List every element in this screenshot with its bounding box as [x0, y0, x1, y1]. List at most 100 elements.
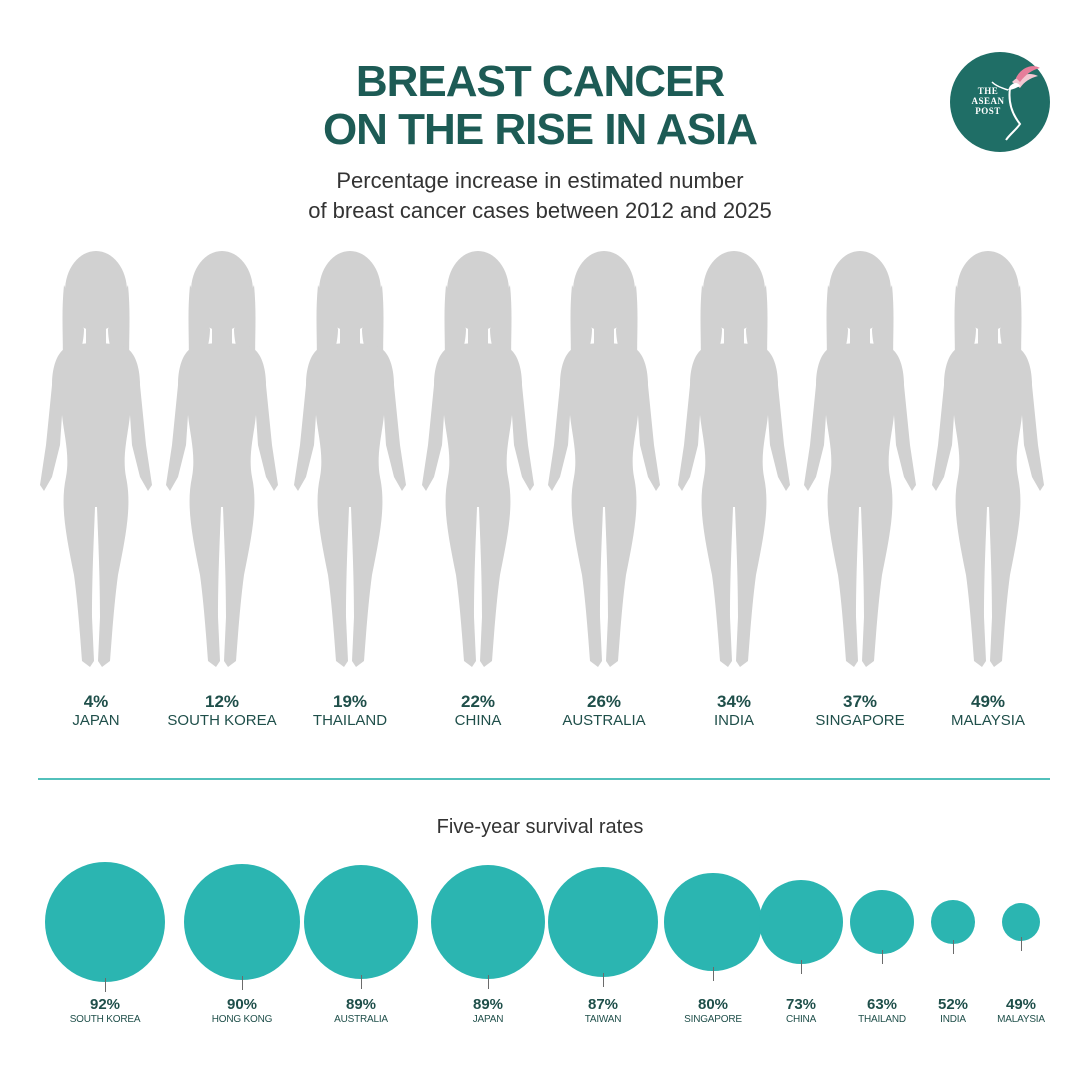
survival-title: Five-year survival rates: [436, 816, 644, 838]
figure-country-label: THAILAND: [312, 712, 388, 729]
survival-circle-hong-kong: [183, 863, 301, 981]
figure-country-label: CHINA: [454, 712, 502, 729]
survival-country-label: SINGAPORE: [684, 1014, 742, 1025]
logo-text: THE ASEAN POST: [971, 86, 1005, 116]
survival-tick: [361, 975, 362, 990]
figure-label: 12% SOUTH KOREA: [152, 692, 292, 730]
survival-label: 63% THAILAND: [817, 996, 947, 1027]
survival-tick: [603, 973, 604, 988]
figure-value-label: 4%: [83, 692, 109, 711]
survival-value-label: 89%: [345, 996, 377, 1013]
survival-label: 49% MALAYSIA: [956, 996, 1080, 1027]
survival-country-label: JAPAN: [472, 1014, 504, 1025]
figure-country-label: JAPAN: [72, 712, 120, 729]
figure-label: 22% CHINA: [408, 692, 548, 730]
figure-india: [678, 251, 790, 667]
survival-value-label: 90%: [226, 996, 258, 1013]
survival-label: 73% CHINA: [736, 996, 866, 1027]
figure-japan: [40, 251, 152, 667]
survival-value-label: 73%: [785, 996, 817, 1013]
chart-subtitle: Percentage increase in estimated number …: [0, 166, 1080, 226]
survival-tick: [105, 978, 106, 992]
survival-circle-india: [931, 900, 975, 944]
survival-circle-malaysia: [1002, 903, 1040, 941]
figure-label: 4% JAPAN: [26, 692, 166, 730]
figure-silhouette: [678, 251, 790, 667]
section-divider: [38, 778, 1050, 780]
survival-country-label: AUSTRALIA: [334, 1014, 388, 1025]
survival-tick: [953, 939, 954, 954]
subtitle-line-2: of breast cancer cases between 2012 and …: [308, 198, 772, 223]
survival-value-label: 52%: [937, 996, 969, 1013]
survival-tick: [242, 976, 243, 991]
survival-tick: [1021, 937, 1022, 951]
figure-value-label: 26%: [586, 692, 622, 711]
survival-label: 89% JAPAN: [423, 996, 553, 1027]
figure-silhouette: [548, 251, 660, 667]
survival-value-label: 80%: [697, 996, 729, 1013]
survival-label: 92% SOUTH KOREA: [40, 996, 170, 1027]
survival-tick: [801, 959, 802, 974]
figure-country-label: SOUTH KOREA: [167, 712, 277, 729]
figure-value-label: 19%: [332, 692, 368, 711]
figure-silhouette: [294, 251, 406, 667]
figure-label: 49% MALAYSIA: [918, 692, 1058, 730]
figure-country-label: SINGAPORE: [815, 712, 905, 729]
survival-country-label: CHINA: [785, 1014, 817, 1025]
figure-malaysia: [932, 251, 1044, 667]
figure-silhouette: [422, 251, 534, 667]
figure-australia: [548, 251, 660, 667]
survival-tick: [882, 950, 883, 965]
figure-country-label: INDIA: [713, 712, 754, 729]
figure-silhouette: [166, 251, 278, 667]
survival-label: 87% TAIWAN: [538, 996, 668, 1027]
survival-country-label: HONG KONG: [211, 1014, 273, 1025]
figure-country-label: AUSTRALIA: [562, 712, 646, 729]
figure-chart: [40, 251, 1044, 667]
figure-label: 19% THAILAND: [280, 692, 420, 730]
figure-label: 37% SINGAPORE: [790, 692, 930, 730]
figure-value-label: 12%: [204, 692, 240, 711]
survival-country-label: TAIWAN: [584, 1014, 622, 1025]
survival-circle-japan: [430, 864, 546, 980]
survival-circle-thailand: [849, 889, 915, 955]
survival-value-label: 63%: [866, 996, 898, 1013]
survival-circle-singapore: [664, 873, 762, 971]
figure-south-korea: [166, 251, 278, 667]
survival-label: 52% INDIA: [888, 996, 1018, 1027]
survival-value-label: 89%: [472, 996, 504, 1013]
hummingbird-icon: [991, 66, 1040, 141]
survival-country-label: INDIA: [940, 1014, 966, 1025]
subtitle-line-1: Percentage increase in estimated number: [336, 168, 744, 193]
survival-label: 89% AUSTRALIA: [296, 996, 426, 1027]
survival-circle-taiwan: [547, 866, 659, 978]
survival-circle-china: [759, 880, 843, 964]
figure-thailand: [294, 251, 406, 667]
survival-tick: [488, 975, 489, 990]
survival-country-label: SOUTH KOREA: [69, 1014, 141, 1025]
title-line-1: BREAST CANCER: [355, 57, 725, 106]
figure-country-label: MALAYSIA: [951, 712, 1025, 729]
survival-value-label: 87%: [587, 996, 619, 1013]
survival-label: 80% SINGAPORE: [648, 996, 778, 1027]
survival-value-label: 49%: [1005, 996, 1037, 1013]
survival-country-label: MALAYSIA: [997, 1014, 1045, 1025]
survival-circle-south-korea: [45, 862, 165, 982]
figure-value-label: 37%: [842, 692, 878, 711]
figure-value-label: 49%: [970, 692, 1006, 711]
page-title: BREAST CANCER ON THE RISE IN ASIA: [0, 58, 1080, 154]
title-line-2: ON THE RISE IN ASIA: [322, 105, 758, 154]
survival-circle-australia: [303, 864, 419, 980]
figure-silhouette: [40, 251, 152, 667]
figure-label: 34% INDIA: [664, 692, 804, 730]
asean-post-logo: THE ASEAN POST: [950, 52, 1050, 152]
figure-label: 26% AUSTRALIA: [534, 692, 674, 730]
figure-singapore: [804, 251, 916, 667]
figure-silhouette: [932, 251, 1044, 667]
survival-value-label: 92%: [89, 996, 121, 1013]
survival-country-label: THAILAND: [858, 1014, 906, 1025]
figure-value-label: 34%: [716, 692, 752, 711]
figure-silhouette: [804, 251, 916, 667]
survival-label: 90% HONG KONG: [177, 996, 307, 1027]
survival-tick: [713, 966, 714, 981]
